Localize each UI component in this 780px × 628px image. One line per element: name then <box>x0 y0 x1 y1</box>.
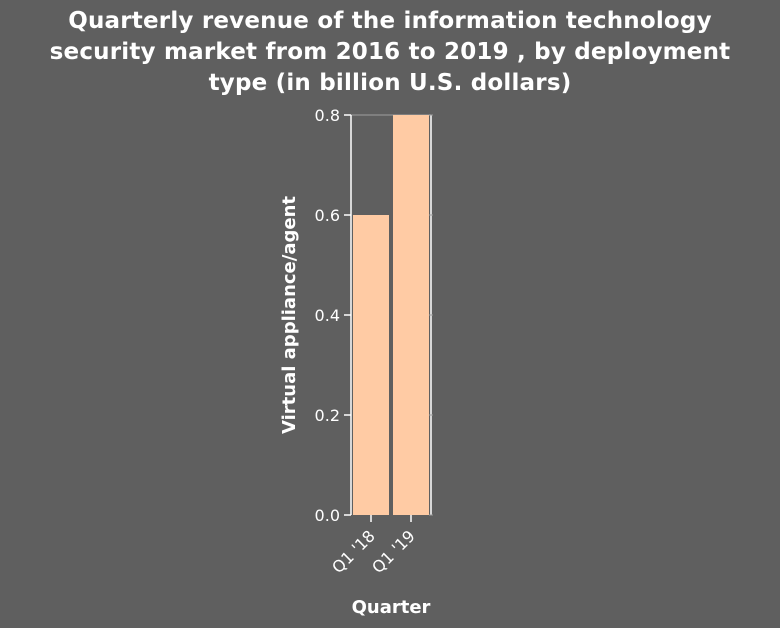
y-tick-label: 0.8 <box>315 106 340 125</box>
bar <box>353 215 389 515</box>
y-tick-label: 0.4 <box>315 306 340 325</box>
y-tick-label: 0.2 <box>315 406 340 425</box>
x-tick-label: Q1 '18 <box>328 526 379 577</box>
y-axis-label: Virtual appliance/agent <box>279 196 300 434</box>
y-axis: 0.0 0.2 0.4 0.6 0.8 <box>315 106 433 525</box>
x-axis-label: Quarter <box>352 597 431 618</box>
chart-title: Quarterly revenue of the information tec… <box>49 8 731 96</box>
bars <box>353 115 429 515</box>
bar <box>393 115 429 515</box>
y-tick-label: 0.6 <box>315 206 340 225</box>
y-tick-label: 0.0 <box>315 506 340 525</box>
x-tick-label: Q1 '19 <box>368 526 419 577</box>
